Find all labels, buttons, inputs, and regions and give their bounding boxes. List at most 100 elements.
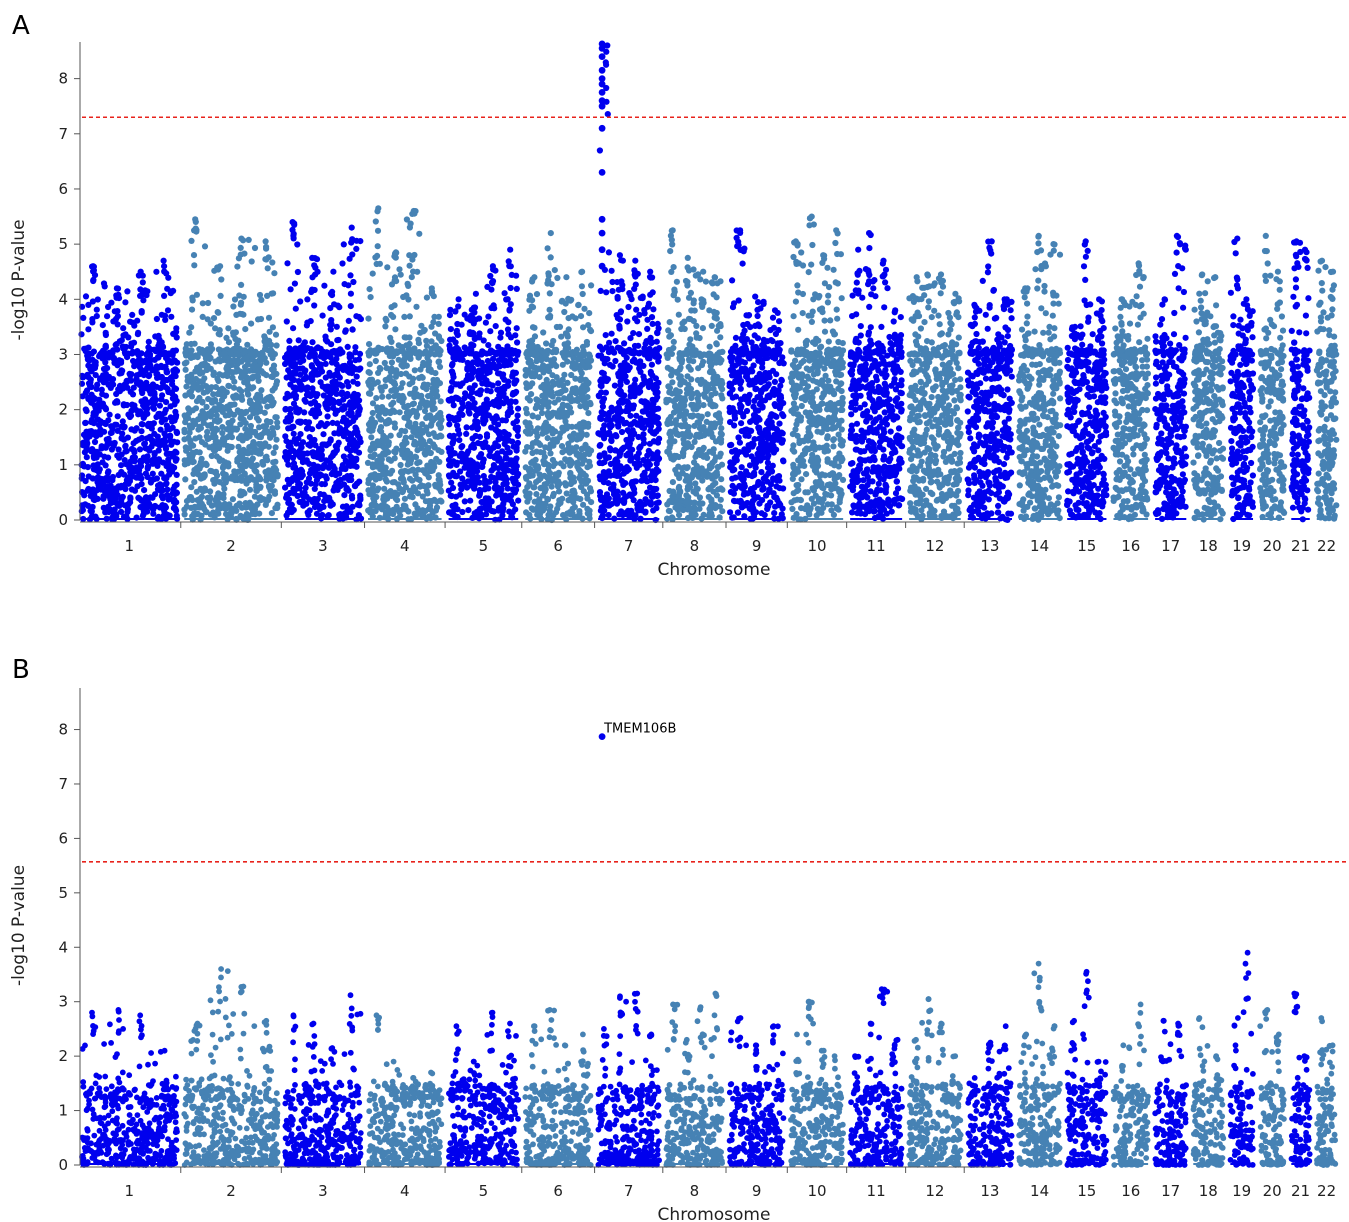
snp-point [87, 365, 94, 372]
snp-point [603, 289, 610, 296]
snp-point [114, 321, 121, 328]
snp-point [162, 376, 169, 384]
snp-point [173, 334, 180, 341]
snp-point [152, 502, 159, 510]
snp-point [347, 290, 354, 297]
snp-point [337, 346, 344, 353]
snp-point [540, 329, 547, 336]
snp-point [350, 278, 357, 286]
snp-point [221, 350, 228, 357]
snp-point [436, 458, 443, 465]
snp-point [567, 469, 574, 477]
snp-point [409, 379, 416, 386]
snp-point [642, 496, 649, 503]
snp-point [382, 471, 389, 478]
snp-point [185, 496, 193, 503]
snp-point [166, 512, 173, 519]
snp-point [597, 441, 604, 449]
snp-point [569, 495, 577, 502]
snp-point [153, 315, 160, 323]
snp-point [423, 470, 430, 478]
snp-point [200, 347, 208, 355]
snp-point [152, 491, 159, 498]
snp-point [515, 497, 522, 504]
snp-point [466, 330, 473, 337]
snp-point [326, 372, 333, 379]
snp-point [239, 462, 246, 469]
snp-point [367, 453, 374, 460]
snp-point [436, 476, 443, 483]
snp-point [223, 334, 230, 341]
snp-point [498, 486, 505, 493]
snp-point [431, 496, 438, 503]
snp-point [85, 301, 92, 308]
snp-point [379, 393, 386, 400]
snp-point [577, 313, 585, 320]
snp-point [346, 441, 354, 448]
snp-point [347, 508, 354, 515]
snp-point [392, 250, 399, 257]
snp-point [173, 481, 180, 488]
snp-point [273, 342, 280, 349]
snp-point [172, 408, 179, 415]
snp-point [654, 492, 661, 499]
snp-point [387, 334, 394, 341]
snp-point [596, 489, 604, 496]
snp-point [212, 476, 219, 483]
snp-point [323, 457, 330, 464]
snp-point [196, 434, 203, 441]
snp-point [268, 366, 276, 373]
snp-point [216, 401, 223, 409]
snp-point [491, 454, 498, 461]
snp-point [613, 417, 621, 424]
snp-point [319, 383, 326, 390]
snp-point [133, 372, 140, 379]
snp-point [626, 364, 633, 371]
snp-point [345, 317, 352, 324]
snp-point [526, 292, 534, 299]
snp-point [544, 435, 551, 442]
snp-point [159, 343, 166, 350]
snp-point [536, 374, 543, 381]
snp-point [201, 506, 208, 513]
snp-point [395, 481, 402, 488]
snp-point [421, 407, 429, 415]
snp-point [286, 337, 293, 344]
snp-point [562, 480, 569, 487]
snp-point [329, 452, 336, 459]
snp-point [547, 230, 554, 237]
snp-point [630, 387, 637, 394]
snp-point [598, 415, 605, 422]
snp-point [104, 313, 111, 320]
snp-point [153, 475, 160, 482]
snp-point [269, 387, 276, 394]
snp-point [368, 434, 375, 441]
snp-point [89, 319, 96, 326]
snp-point [231, 296, 239, 303]
snp-point [436, 363, 444, 370]
snp-point [156, 442, 163, 449]
snp-point [114, 398, 121, 405]
snp-point [656, 345, 663, 352]
snp-point [272, 458, 279, 465]
snp-point [142, 494, 150, 501]
snp-point [494, 370, 502, 377]
snp-point [612, 338, 619, 345]
snp-point [514, 432, 522, 439]
snp-point [197, 425, 204, 432]
snp-point [97, 431, 104, 438]
snp-point [118, 423, 125, 430]
snp-point [465, 405, 472, 412]
snp-point [376, 475, 383, 482]
snp-point [573, 423, 580, 430]
snp-point [216, 455, 223, 462]
snp-point [156, 336, 163, 343]
snp-point [456, 452, 463, 459]
snp-point [511, 390, 518, 397]
snp-point [411, 438, 418, 445]
snp-point [460, 481, 467, 488]
snp-point [100, 365, 108, 373]
chromosome-3-points [281, 219, 365, 523]
snp-point [454, 422, 461, 429]
snp-point [374, 208, 381, 215]
